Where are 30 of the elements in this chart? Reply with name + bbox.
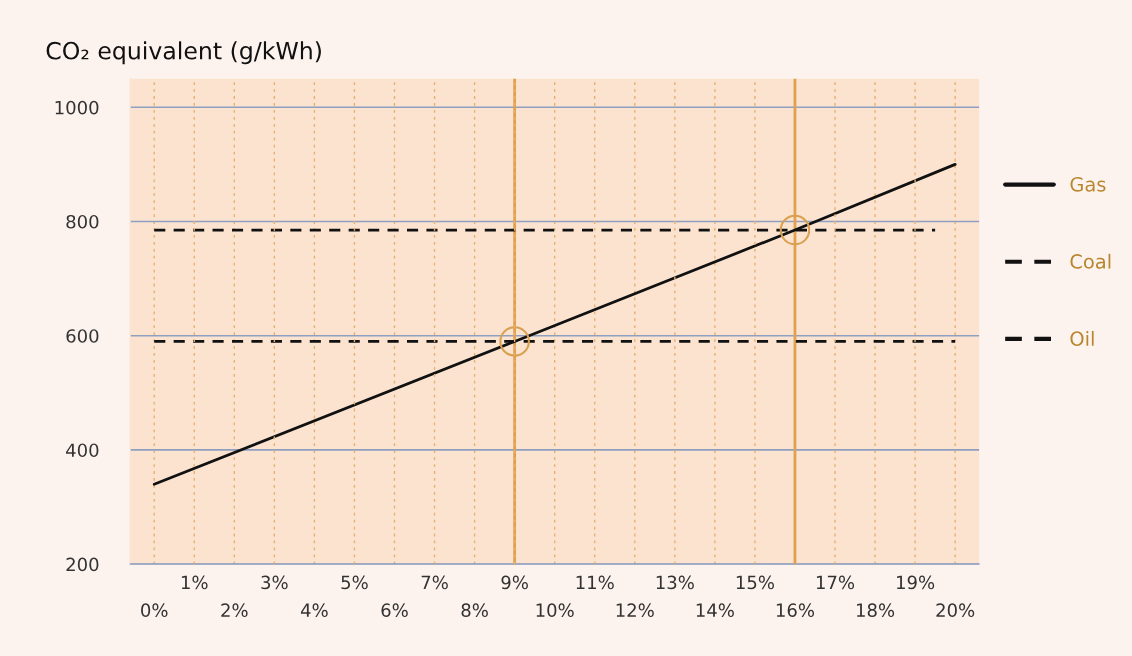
- x2-tick-label: 15%: [736, 575, 774, 590]
- x2-tick-label: 5%: [341, 575, 368, 590]
- x2-tick-label: 11%: [576, 575, 614, 590]
- x-tick-label: 6%: [381, 603, 408, 618]
- y-tick-label: 600: [66, 329, 99, 343]
- x2-tick-label: 9%: [501, 575, 528, 590]
- x2-tick-label: 19%: [897, 575, 935, 590]
- x2-tick-label: 13%: [656, 575, 694, 590]
- x-tick-label: 16%: [776, 603, 815, 618]
- x-tick-label: 2%: [221, 603, 248, 618]
- x-tick-label: 18%: [856, 603, 895, 618]
- x-tick-label: 10%: [536, 603, 574, 618]
- legend-label: Coal: [1070, 253, 1111, 269]
- x-tick-label: 0%: [141, 603, 168, 618]
- x-tick-label: 12%: [616, 603, 654, 618]
- x2-tick-label: 17%: [816, 575, 855, 590]
- x-tick-label: 20%: [936, 603, 975, 618]
- y-tick-label: 400: [66, 443, 99, 458]
- x-tick-label: 4%: [300, 603, 328, 618]
- x2-tick-label: 1%: [181, 575, 208, 590]
- x-tick-label: 8%: [461, 603, 488, 618]
- x2-tick-label: 3%: [261, 575, 288, 590]
- x-tick-label: 14%: [696, 603, 734, 618]
- legend-label: Oil: [1070, 330, 1094, 346]
- y-tick-label: 1000: [55, 100, 99, 115]
- x2-tick-label: 7%: [421, 575, 448, 590]
- y-axis-title: CO₂ equivalent (g/kWh): [46, 41, 321, 65]
- y-tick-label: 800: [66, 214, 99, 229]
- y-tick-label: 200: [66, 557, 99, 572]
- legend-label: Gas: [1070, 176, 1106, 192]
